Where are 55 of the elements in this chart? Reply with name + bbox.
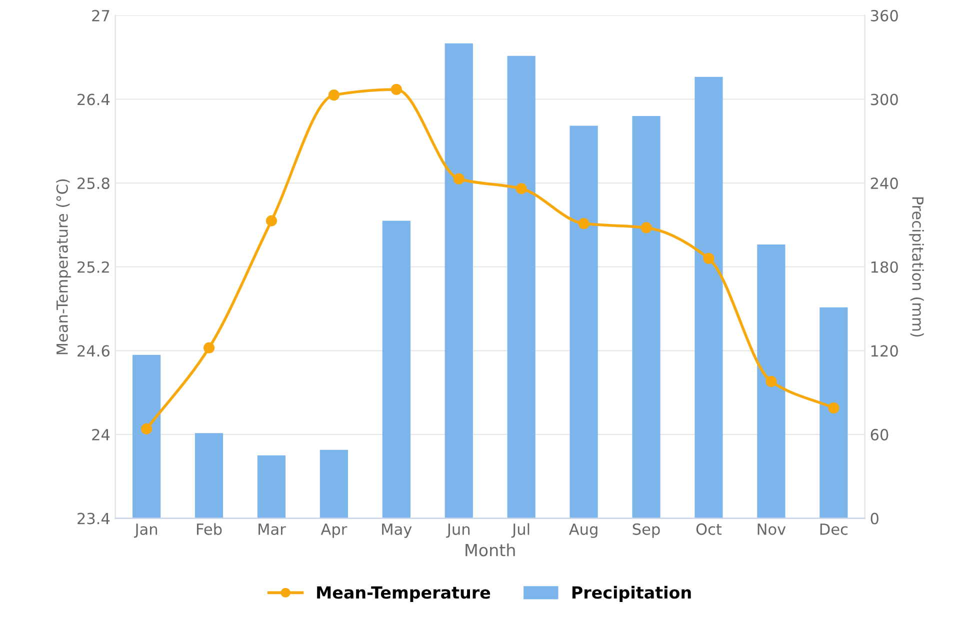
point <box>828 402 840 414</box>
bar <box>444 43 473 518</box>
point <box>516 183 527 194</box>
bar <box>320 450 348 518</box>
point <box>578 218 590 230</box>
y2-tick-label: 0 <box>870 512 878 524</box>
point <box>390 84 402 96</box>
y2-tick-label: 120 <box>871 345 898 357</box>
y-tick-label: 25.2 <box>78 261 109 273</box>
point <box>266 215 278 226</box>
bar <box>257 455 286 518</box>
y2-tick-label: 180 <box>871 261 898 273</box>
y-tick-label: 24.6 <box>78 345 110 357</box>
bar <box>382 220 410 518</box>
x-tick-label: Oct <box>696 523 722 535</box>
bar <box>507 56 536 518</box>
x-tick-label: Jul <box>511 523 530 538</box>
x-tick-label: Nov <box>758 524 786 535</box>
y2-tick-label: 360 <box>870 10 898 22</box>
x-tick-label: Mar <box>258 524 286 535</box>
point <box>328 89 340 101</box>
bar <box>132 354 161 518</box>
x-tick-label: Apr <box>320 524 348 538</box>
bar <box>820 307 848 518</box>
y2-tick-label: 300 <box>870 94 898 106</box>
point <box>453 173 464 184</box>
bar <box>194 433 224 518</box>
y-tick-label: 23.4 <box>78 512 110 524</box>
y2-tick-label: 240 <box>870 178 898 190</box>
x-tick-label: May <box>382 524 412 538</box>
y2-axis-title: Precipitation (mm) <box>909 197 924 337</box>
legend-label: Mean-Temperature <box>317 586 490 602</box>
bar <box>694 76 723 518</box>
x-tick-label: Jan <box>134 524 158 538</box>
point <box>703 252 714 264</box>
y2-tick-label: 60 <box>870 428 888 440</box>
x-axis-title: Month <box>466 543 515 556</box>
point <box>766 376 777 387</box>
point <box>203 342 215 354</box>
x-tick-label: Dec <box>820 524 848 535</box>
x-tick-label: Sep <box>632 523 660 538</box>
x-tick-label: Jun <box>446 524 470 538</box>
bar <box>632 116 660 518</box>
point <box>640 222 652 234</box>
y-tick-label: 24 <box>92 428 110 440</box>
y-axis-title: Mean-Temperature (°C) <box>56 179 71 354</box>
x-tick-label: Aug <box>569 524 598 538</box>
bar <box>570 126 598 518</box>
y-tick-label: 26.4 <box>78 94 110 106</box>
x-tick-label: Feb <box>196 523 222 535</box>
point <box>140 423 152 434</box>
bar <box>757 244 786 518</box>
y-tick-label: 25.8 <box>78 178 110 190</box>
legend-label: Precipitation <box>572 586 691 602</box>
y-tick-label: 27 <box>92 10 110 22</box>
